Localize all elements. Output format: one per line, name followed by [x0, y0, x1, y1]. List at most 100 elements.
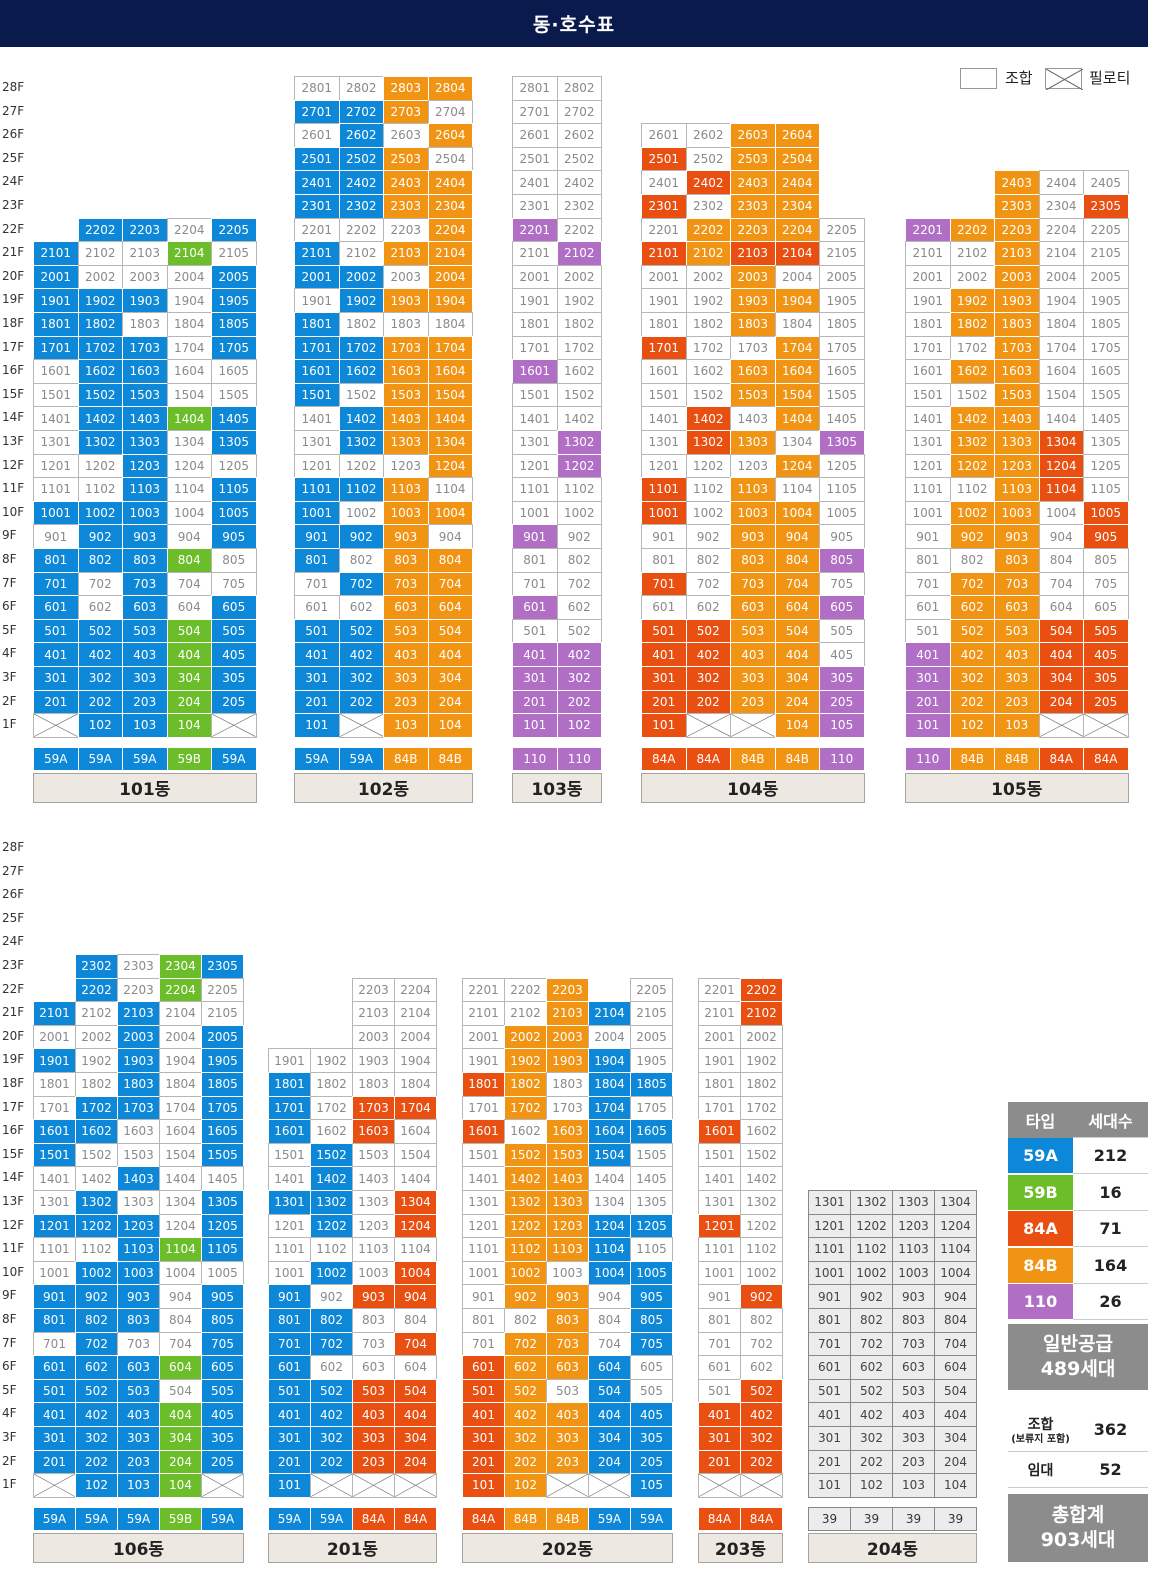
- unit-cell: 2202: [740, 977, 783, 1003]
- unit-cell: 2304: [774, 194, 820, 219]
- unit-cell: 1304: [166, 430, 212, 455]
- type-cell: 110: [556, 746, 602, 771]
- unit-cell: 603: [994, 595, 1040, 620]
- unit-cell: 1605: [201, 1119, 244, 1144]
- unit-cell: 1701: [462, 1095, 505, 1121]
- unit-cell: 805: [211, 548, 257, 573]
- unit-cell: 1003: [122, 500, 168, 526]
- unit-cell: 305: [819, 666, 865, 691]
- unit-cell: 1302: [338, 430, 384, 455]
- unit-cell: 2102: [740, 1001, 783, 1026]
- unit-cell: 1703: [730, 335, 776, 361]
- unit-cell: 605: [1083, 595, 1129, 620]
- unit-cell: 802: [310, 1308, 353, 1333]
- unit-cell: 1103: [994, 477, 1040, 502]
- unit-cell: 401: [462, 1402, 505, 1427]
- unit-cell: 2105: [1083, 241, 1129, 266]
- unit-cell: 1304: [159, 1190, 202, 1215]
- unit-cell: 2402: [685, 170, 731, 195]
- unit-cell: 1104: [934, 1237, 977, 1262]
- unit-cell: 1701: [698, 1095, 741, 1121]
- unit-cell: 2204: [159, 977, 202, 1003]
- unit-cell: 1804: [166, 312, 212, 337]
- unit-cell: 2101: [698, 1001, 741, 1026]
- unit-cell: 1702: [556, 335, 602, 361]
- unit-cell: 403: [122, 642, 168, 667]
- unit-cell: 1805: [819, 312, 865, 337]
- unit-cell: 1901: [268, 1048, 311, 1073]
- unit-cell: 301: [905, 666, 951, 691]
- unit-cell: 1802: [77, 312, 123, 337]
- unit-cell: 505: [211, 618, 257, 644]
- unit-cell: 1805: [1083, 312, 1129, 337]
- unit-cell: 602: [310, 1355, 353, 1380]
- floor-label: 21F: [2, 1005, 25, 1020]
- unit-cell: 1003: [117, 1260, 160, 1286]
- unit-cell: 502: [685, 618, 731, 644]
- unit-cell: 1405: [201, 1166, 244, 1191]
- unit-cell: 201: [512, 689, 558, 715]
- unit-cell: 1401: [294, 406, 340, 431]
- unit-cell: 1202: [556, 453, 602, 479]
- unit-cell: 1603: [994, 359, 1040, 384]
- unit-cell: 1601: [294, 359, 340, 384]
- unit-cell: 2103: [383, 241, 429, 266]
- unit-cell: 1203: [122, 453, 168, 479]
- unit-cell: 903: [383, 524, 429, 549]
- unit-cell: 101: [462, 1473, 505, 1498]
- unit-cell: 1405: [1083, 406, 1129, 431]
- unit-cell: 2103: [730, 241, 776, 266]
- unit-cell: 1502: [310, 1142, 353, 1168]
- unit-cell: 2402: [338, 170, 384, 195]
- unit-cell: 1205: [211, 453, 257, 479]
- unit-cell: 2003: [546, 1024, 589, 1050]
- unit-cell: 2602: [556, 123, 602, 148]
- unit-cell: 1105: [211, 477, 257, 502]
- unit-cell: 804: [588, 1308, 631, 1333]
- unit-cell: 2303: [383, 194, 429, 219]
- floor-label: 23F: [2, 958, 25, 972]
- unit-cell: 902: [949, 524, 995, 549]
- unit-cell: 903: [117, 1284, 160, 1309]
- unit-cell: 2302: [556, 194, 602, 219]
- unit-cell: 2004: [588, 1024, 631, 1050]
- unit-cell: 804: [934, 1308, 977, 1333]
- unit-cell: 2002: [556, 264, 602, 290]
- unit-cell: 2202: [75, 977, 118, 1003]
- unit-cell: 404: [588, 1402, 631, 1427]
- unit-cell: 1902: [75, 1048, 118, 1073]
- unit-cell: 1101: [808, 1237, 851, 1262]
- unit-cell: 901: [641, 524, 687, 549]
- grand-total: 총합계 903세대: [1008, 1494, 1148, 1562]
- floor-label: 19F: [2, 292, 25, 307]
- unit-cell: 2604: [427, 123, 473, 148]
- unit-cell: 2003: [117, 1024, 160, 1050]
- unit-cell: 2302: [338, 194, 384, 219]
- unit-cell: 2202: [685, 217, 731, 243]
- summary-row: 110 26: [1008, 1284, 1148, 1320]
- type-cell: 84B: [427, 746, 473, 771]
- unit-cell: 1002: [740, 1260, 783, 1286]
- unit-cell: 1002: [949, 500, 995, 526]
- unit-cell: 1304: [588, 1190, 631, 1215]
- unit-cell: 404: [934, 1402, 977, 1427]
- piloti-cell: [33, 1473, 76, 1498]
- unit-cell: 2205: [201, 977, 244, 1003]
- unit-cell: 1001: [462, 1260, 505, 1286]
- unit-cell: 405: [201, 1402, 244, 1427]
- unit-cell: 1903: [352, 1048, 395, 1073]
- floor-label: 25F: [2, 150, 25, 165]
- unit-cell: 1801: [698, 1072, 741, 1097]
- unit-cell: 1803: [546, 1072, 589, 1097]
- unit-cell: 1401: [641, 406, 687, 431]
- unit-cell: 2003: [994, 264, 1040, 290]
- unit-cell: 301: [698, 1426, 741, 1451]
- unit-cell: 503: [730, 618, 776, 644]
- unit-cell: 1205: [201, 1213, 244, 1239]
- unit-cell: 902: [850, 1284, 893, 1309]
- unit-cell: 2305: [1083, 194, 1129, 219]
- unit-cell: 1704: [394, 1095, 437, 1121]
- unit-cell: 1801: [641, 312, 687, 337]
- unit-cell: 802: [338, 548, 384, 573]
- unit-cell: 602: [504, 1355, 547, 1380]
